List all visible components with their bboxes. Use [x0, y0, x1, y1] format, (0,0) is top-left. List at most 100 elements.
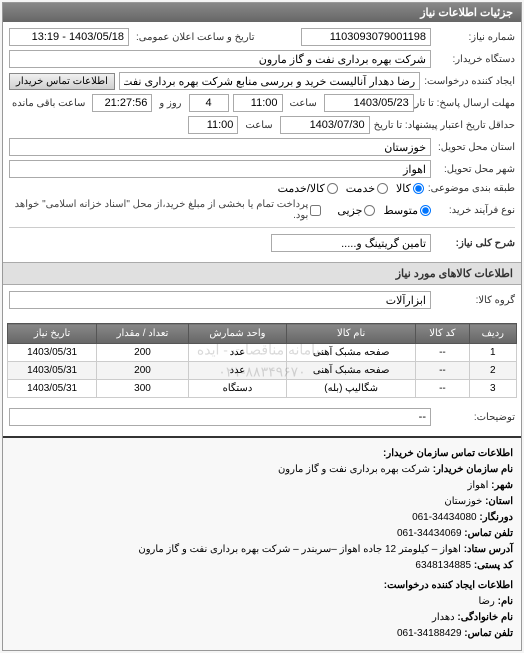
radio-goods-input[interactable]: [413, 183, 424, 194]
contact-section: اطلاعات تماس سازمان خریدار: نام سازمان خ…: [3, 438, 521, 650]
process-label: نوع فرآیند خرید:: [435, 205, 515, 216]
city-label: شهر محل تحویل:: [435, 164, 515, 175]
payment-checkbox[interactable]: [310, 205, 321, 216]
buyer-org-input[interactable]: [9, 50, 431, 68]
radio-goods-service-input[interactable]: [327, 183, 338, 194]
contact-province-label: استان:: [485, 496, 513, 507]
announce-date-input[interactable]: [9, 28, 129, 46]
form-area: شماره نیاز: تاریخ و ساعت اعلان عمومی: دس…: [3, 22, 521, 262]
radio-partial-input[interactable]: [364, 205, 375, 216]
contact-title: اطلاعات تماس سازمان خریدار:: [11, 446, 513, 462]
desc-input[interactable]: [271, 234, 431, 252]
province-label: استان محل تحویل:: [435, 142, 515, 153]
table-cell: 300: [97, 380, 189, 398]
contact-phone: 34434069-061: [397, 528, 462, 539]
table-cell: صفحه مشبک آهنی: [287, 344, 416, 362]
col-row: ردیف: [469, 324, 516, 344]
time-label-1: ساعت: [287, 98, 320, 109]
remaining-time-input[interactable]: [92, 94, 152, 112]
contact-fax: 34434080-061: [412, 512, 477, 523]
days-label: روز و: [156, 98, 184, 109]
requester-label: ایجاد کننده درخواست:: [424, 76, 515, 87]
table-cell: 1403/05/31: [8, 344, 97, 362]
table-cell: 1: [469, 344, 516, 362]
radio-goods-service-label: کالا/خدمت: [278, 182, 325, 195]
table-cell: --: [416, 380, 469, 398]
details-panel: جزئیات اطلاعات نیاز شماره نیاز: تاریخ و …: [2, 2, 522, 651]
table-cell: 200: [97, 344, 189, 362]
table-cell: --: [416, 362, 469, 380]
radio-service-input[interactable]: [377, 183, 388, 194]
delivery-date-input[interactable]: [280, 116, 370, 134]
contact-org: شرکت بهره برداری نفت و گاز مارون: [278, 464, 430, 475]
radio-partial[interactable]: جزیی: [337, 204, 375, 217]
table-row: 1--صفحه مشبک آهنیعدد2001403/05/31: [8, 344, 517, 362]
items-table-wrap: ردیف کد کالا نام کالا واحد شمارش تعداد /…: [3, 319, 521, 402]
time-label-2: ساعت: [242, 120, 275, 131]
contact-phone-label: تلفن تماس:: [464, 528, 513, 539]
table-cell: 3: [469, 380, 516, 398]
req-lname-label: نام خانوادگی:: [457, 612, 513, 623]
deadline-label: مهلت ارسال پاسخ: تا تاریخ: [418, 98, 515, 109]
announce-date-label: تاریخ و ساعت اعلان عمومی:: [133, 32, 258, 43]
table-cell: شگالیپ (بله): [287, 380, 416, 398]
buyer-org-label: دستگاه خریدار:: [435, 54, 515, 65]
radio-service[interactable]: خدمت: [346, 182, 388, 195]
col-unit: واحد شمارش: [188, 324, 286, 344]
radio-service-label: خدمت: [346, 182, 375, 195]
req-name: رضا: [478, 596, 494, 607]
days-input[interactable]: [189, 94, 229, 112]
radio-goods[interactable]: کالا: [396, 182, 424, 195]
delivery-time-input[interactable]: [188, 116, 238, 134]
items-section-title: اطلاعات کالاهای مورد نیاز: [3, 262, 521, 285]
table-cell: صفحه مشبک آهنی: [287, 362, 416, 380]
requester-input[interactable]: [119, 72, 420, 90]
table-row: 2--صفحه مشبک آهنیعدد2001403/05/31: [8, 362, 517, 380]
contact-org-label: نام سازمان خریدار:: [433, 464, 513, 475]
contact-info-button[interactable]: اطلاعات تماس خریدار: [9, 73, 115, 90]
req-phone-label: تلفن تماس:: [464, 628, 513, 639]
contact-address: اهواز – کیلومتر 12 جاده اهواز –سربندر – …: [138, 544, 461, 555]
items-table: ردیف کد کالا نام کالا واحد شمارش تعداد /…: [7, 323, 517, 398]
panel-header: جزئیات اطلاعات نیاز: [3, 3, 521, 22]
radio-small-input[interactable]: [420, 205, 431, 216]
contact-province: خوزستان: [444, 496, 482, 507]
deadline-date-input[interactable]: [324, 94, 414, 112]
table-cell: 1403/05/31: [8, 380, 97, 398]
deadline-time-input[interactable]: [233, 94, 283, 112]
contact-city: اهواز: [468, 480, 489, 491]
table-cell: --: [416, 344, 469, 362]
desc-footer-input[interactable]: [9, 408, 431, 426]
req-lname: دهدار: [432, 612, 455, 623]
contact-postal: 6348134885: [415, 560, 471, 571]
table-row: 3--شگالیپ (بله)دستگاه3001403/05/31: [8, 380, 517, 398]
req-phone: 34188429-061: [397, 628, 462, 639]
table-cell: 2: [469, 362, 516, 380]
city-input[interactable]: [9, 160, 431, 178]
radio-small[interactable]: متوسط: [383, 204, 431, 217]
need-number-label: شماره نیاز:: [435, 32, 515, 43]
radio-goods-label: کالا: [396, 182, 411, 195]
col-name: نام کالا: [287, 324, 416, 344]
need-number-input[interactable]: [301, 28, 431, 46]
contact-city-label: شهر:: [491, 480, 513, 491]
remaining-label: ساعت باقی مانده: [9, 98, 88, 109]
radio-goods-service[interactable]: کالا/خدمت: [278, 182, 338, 195]
desc-label: شرح کلی نیاز:: [435, 238, 515, 249]
table-cell: عدد: [188, 344, 286, 362]
col-date: تاریخ نیاز: [8, 324, 97, 344]
col-code: کد کالا: [416, 324, 469, 344]
table-cell: 1403/05/31: [8, 362, 97, 380]
contact-postal-label: کد پستی:: [474, 560, 513, 571]
table-cell: 200: [97, 362, 189, 380]
group-label: گروه کالا:: [435, 295, 515, 306]
province-input[interactable]: [9, 138, 431, 156]
req-title: اطلاعات ایجاد کننده درخواست:: [11, 578, 513, 594]
table-header-row: ردیف کد کالا نام کالا واحد شمارش تعداد /…: [8, 324, 517, 344]
category-label: طبقه بندی موضوعی:: [428, 183, 515, 194]
payment-checkbox-wrap[interactable]: پرداخت تمام یا بخشی از مبلغ خرید،از محل …: [9, 199, 321, 221]
group-input[interactable]: [9, 291, 431, 309]
table-cell: دستگاه: [188, 380, 286, 398]
category-radio-group: کالا خدمت کالا/خدمت: [278, 182, 424, 195]
process-radio-group: متوسط جزیی: [337, 204, 431, 217]
